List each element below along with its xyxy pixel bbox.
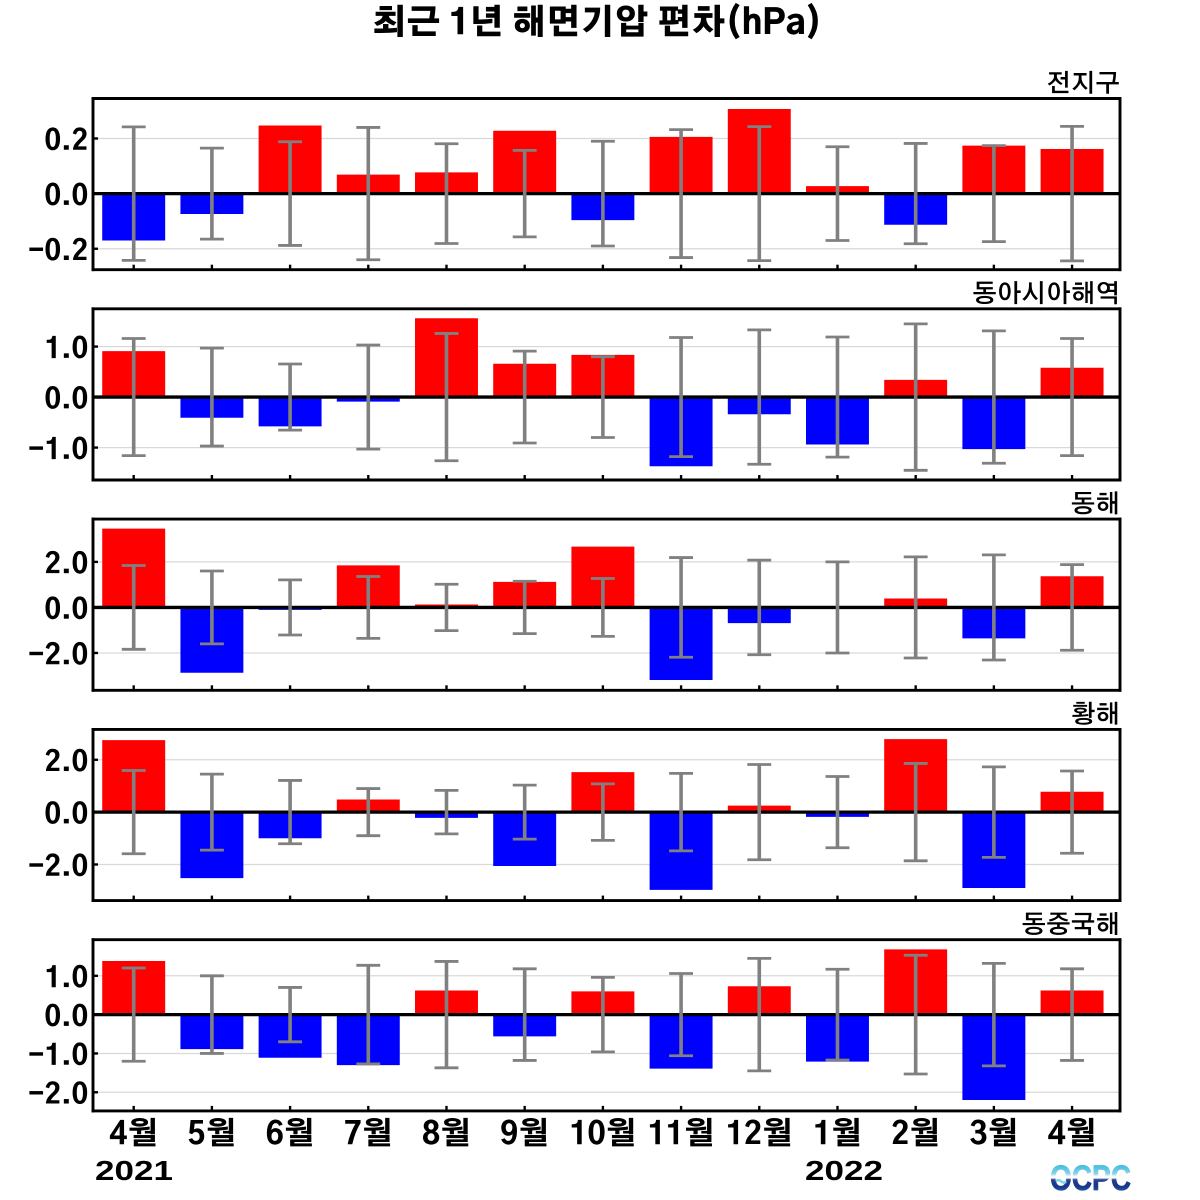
svg-text:OCPC: OCPC <box>1050 1159 1131 1198</box>
